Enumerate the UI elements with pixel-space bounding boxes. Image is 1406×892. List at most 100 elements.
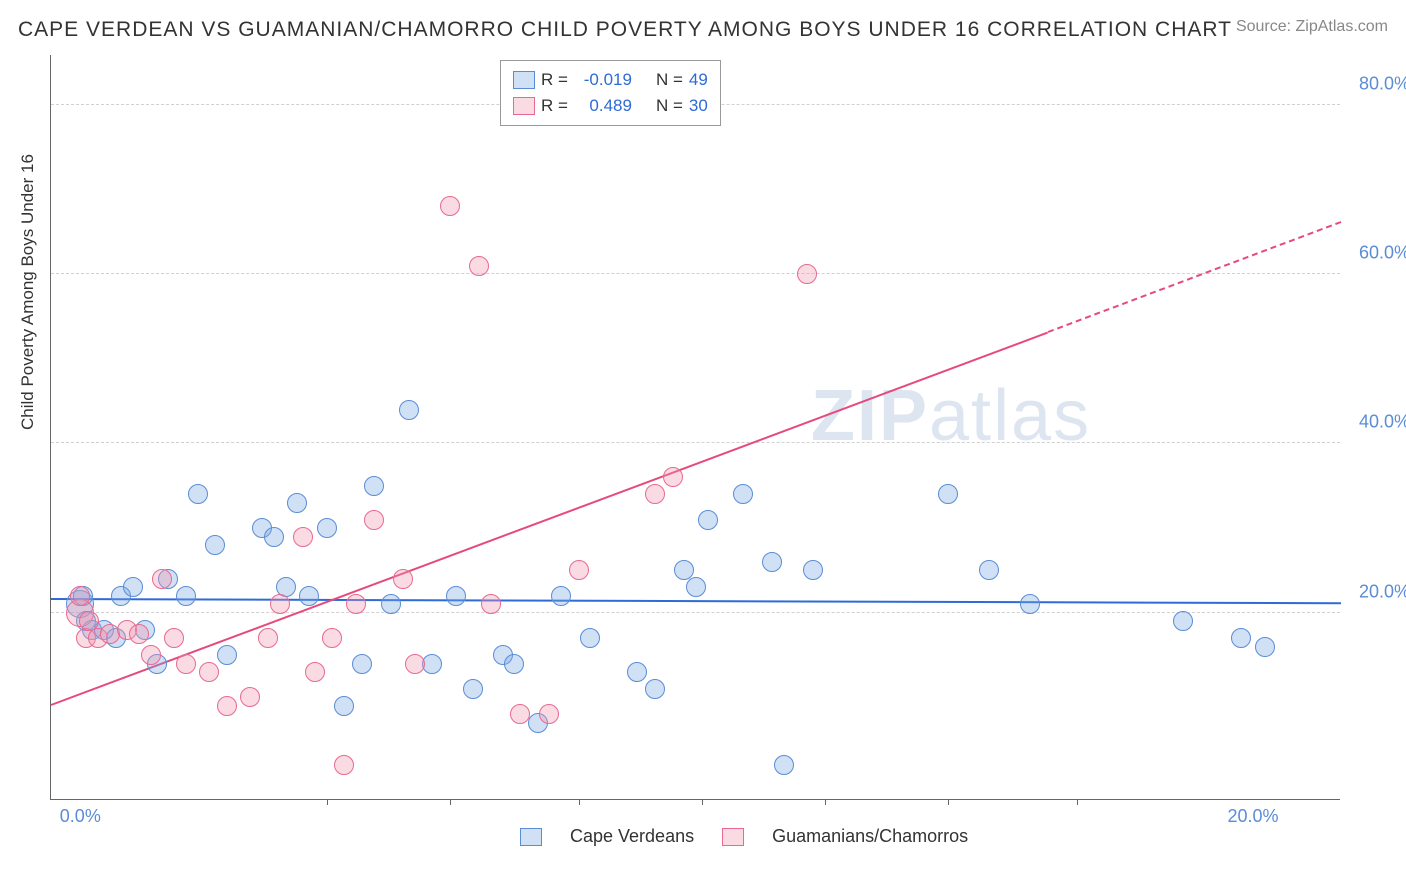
data-point: [446, 586, 466, 606]
stats-legend-row: R = 0.489 N = 30: [513, 93, 708, 119]
y-tick-label: 20.0%: [1350, 581, 1406, 602]
data-point: [733, 484, 753, 504]
data-point: [293, 527, 313, 547]
y-tick-label: 80.0%: [1350, 73, 1406, 94]
gridline-h: [51, 273, 1340, 274]
data-point: [481, 594, 501, 614]
regression-line: [51, 598, 1341, 604]
data-point: [762, 552, 782, 572]
chart-title: CAPE VERDEAN VS GUAMANIAN/CHAMORRO CHILD…: [18, 18, 1232, 42]
data-point: [240, 687, 260, 707]
stats-legend: R =-0.019N =49R =0.489N =30: [500, 60, 721, 126]
data-point: [334, 696, 354, 716]
y-tick-label: 40.0%: [1350, 412, 1406, 433]
data-point: [352, 654, 372, 674]
data-point: [129, 624, 149, 644]
r-label: R =: [541, 96, 568, 116]
data-point: [393, 569, 413, 589]
data-point: [774, 755, 794, 775]
data-point: [176, 654, 196, 674]
regression-line: [1047, 221, 1341, 333]
n-value: 49: [689, 70, 708, 90]
data-point: [663, 467, 683, 487]
x-tick-label: 20.0%: [1228, 806, 1279, 827]
data-point: [70, 586, 90, 606]
data-point: [645, 679, 665, 699]
x-tick-mark: [327, 799, 328, 805]
y-axis-label: Child Poverty Among Boys Under 16: [18, 154, 38, 430]
stats-legend-row: R =-0.019N =49: [513, 67, 708, 93]
data-point: [1020, 594, 1040, 614]
legend-swatch: [520, 828, 542, 846]
data-point: [469, 256, 489, 276]
data-point: [217, 645, 237, 665]
data-point: [364, 510, 384, 530]
data-point: [580, 628, 600, 648]
x-tick-mark: [579, 799, 580, 805]
data-point: [938, 484, 958, 504]
data-point: [979, 560, 999, 580]
data-point: [627, 662, 647, 682]
data-point: [205, 535, 225, 555]
data-point: [440, 196, 460, 216]
gridline-h: [51, 442, 1340, 443]
data-point: [504, 654, 524, 674]
data-point: [1173, 611, 1193, 631]
data-point: [645, 484, 665, 504]
x-tick-label: 0.0%: [60, 806, 101, 827]
n-label: N =: [656, 70, 683, 90]
data-point: [217, 696, 237, 716]
n-value: 30: [689, 96, 708, 116]
legend-swatch: [722, 828, 744, 846]
x-tick-mark: [702, 799, 703, 805]
data-point: [364, 476, 384, 496]
y-tick-label: 60.0%: [1350, 243, 1406, 264]
data-point: [803, 560, 823, 580]
watermark-light: atlas: [929, 376, 1091, 456]
data-point: [399, 400, 419, 420]
source-label: Source: ZipAtlas.com: [1236, 18, 1388, 36]
data-point: [199, 662, 219, 682]
data-point: [1255, 637, 1275, 657]
data-point: [188, 484, 208, 504]
data-point: [317, 518, 337, 538]
legend-swatch: [513, 97, 535, 115]
data-point: [686, 577, 706, 597]
series-legend: Cape Verdeans Guamanians/Chamorros: [520, 826, 968, 847]
data-point: [264, 527, 284, 547]
x-tick-mark: [948, 799, 949, 805]
x-tick-mark: [450, 799, 451, 805]
gridline-h: [51, 612, 1340, 613]
data-point: [287, 493, 307, 513]
n-label: N =: [656, 96, 683, 116]
data-point: [551, 586, 571, 606]
data-point: [463, 679, 483, 699]
legend-label: Guamanians/Chamorros: [772, 826, 968, 847]
data-point: [422, 654, 442, 674]
title-bar: CAPE VERDEAN VS GUAMANIAN/CHAMORRO CHILD…: [18, 18, 1388, 42]
r-label: R =: [541, 70, 568, 90]
data-point: [381, 594, 401, 614]
data-point: [797, 264, 817, 284]
x-tick-mark: [1077, 799, 1078, 805]
watermark: ZIPatlas: [811, 375, 1091, 457]
data-point: [299, 586, 319, 606]
data-point: [141, 645, 161, 665]
data-point: [539, 704, 559, 724]
data-point: [322, 628, 342, 648]
data-point: [405, 654, 425, 674]
data-point: [176, 586, 196, 606]
plot-area: ZIPatlas 20.0%40.0%60.0%80.0%0.0%20.0%: [50, 55, 1340, 800]
data-point: [270, 594, 290, 614]
data-point: [334, 755, 354, 775]
data-point: [346, 594, 366, 614]
regression-line: [51, 331, 1049, 705]
data-point: [698, 510, 718, 530]
data-point: [305, 662, 325, 682]
legend-label: Cape Verdeans: [570, 826, 694, 847]
data-point: [123, 577, 143, 597]
data-point: [1231, 628, 1251, 648]
data-point: [164, 628, 184, 648]
data-point: [569, 560, 589, 580]
r-value: 0.489: [574, 96, 632, 116]
